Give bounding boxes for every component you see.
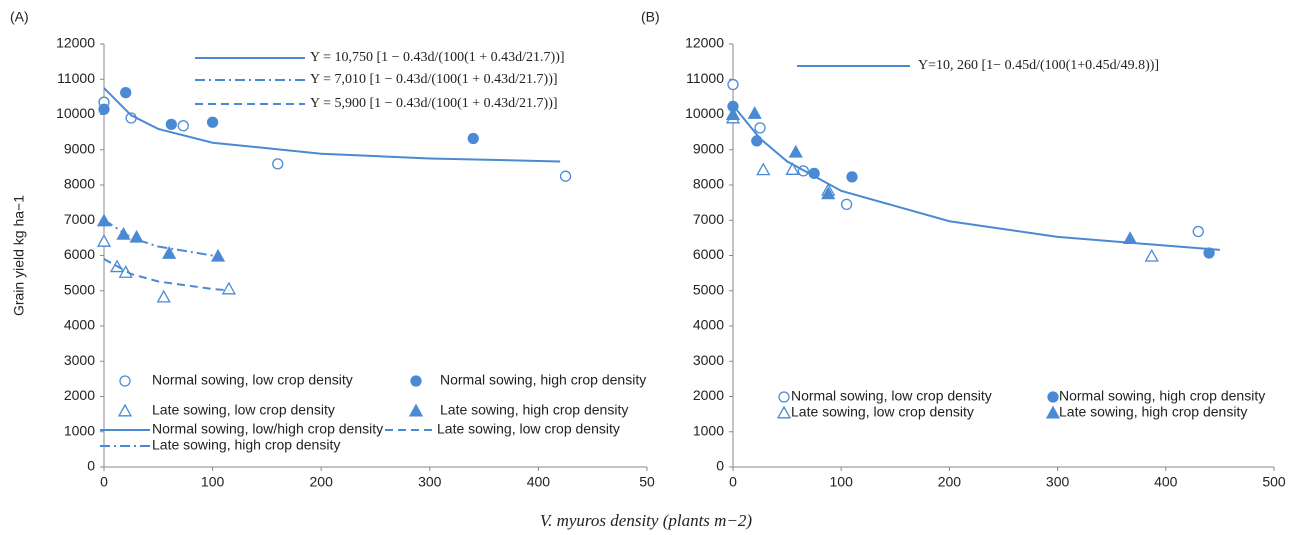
y-tick-label: 7000 xyxy=(693,211,724,227)
data-point xyxy=(206,116,219,128)
data-point xyxy=(725,107,741,120)
data-point xyxy=(1144,248,1159,262)
equation: Y = 5,900 [1 − 0.43d/(100(1 + 0.43d/21.7… xyxy=(310,96,558,111)
legend-marker xyxy=(410,375,422,387)
x-axis-label: V. myuros density (plants m−2) xyxy=(540,511,752,530)
legend-label: Late sowing, high crop density xyxy=(152,437,340,453)
legend-label: Normal sowing, high crop density xyxy=(1059,388,1265,404)
legend-marker xyxy=(119,375,131,387)
y-tick-label: 9000 xyxy=(64,140,95,156)
legend-label: Normal sowing, high crop density xyxy=(440,372,646,388)
y-tick-label: 4000 xyxy=(693,317,724,333)
y-tick-label: 10000 xyxy=(685,105,724,121)
data-point xyxy=(96,234,112,247)
equation: Y = 10,750 [1 − 0.43d/(100(1 + 0.43d/21.… xyxy=(310,50,565,65)
y-tick-label: 2000 xyxy=(693,387,724,403)
fit-curve xyxy=(103,87,561,163)
data-point xyxy=(177,120,189,132)
data-point xyxy=(467,132,479,145)
x-tick-label: 300 xyxy=(1046,474,1070,490)
legend-label: Late sowing, low crop density xyxy=(152,402,335,418)
data-point xyxy=(788,144,803,158)
x-tick-label: 0 xyxy=(100,474,108,490)
x-tick-label: 400 xyxy=(527,474,551,490)
y-tick-label: 9000 xyxy=(693,140,724,156)
y-tick-label: 7000 xyxy=(64,211,95,227)
x-tick-label: 300 xyxy=(418,474,442,490)
data-point xyxy=(221,281,236,295)
legend-marker xyxy=(117,403,133,417)
y-tick-label: 5000 xyxy=(693,281,724,297)
x-tick-label: 200 xyxy=(310,474,334,490)
y-tick-label: 6000 xyxy=(693,246,724,262)
panel-label: (A) xyxy=(10,9,29,25)
legend-marker xyxy=(776,405,792,419)
equation: Y = 7,010 [1 − 0.43d/(100(1 + 0.43d/21.7… xyxy=(310,72,558,87)
panel-label: (B) xyxy=(641,9,660,25)
fit-curve xyxy=(103,258,229,292)
data-point xyxy=(821,186,836,200)
y-tick-label: 0 xyxy=(87,458,95,474)
data-point xyxy=(754,122,766,134)
y-tick-label: 3000 xyxy=(693,352,724,368)
data-point xyxy=(162,246,177,259)
legend-label: Normal sowing, low crop density xyxy=(791,388,992,404)
y-tick-label: 5000 xyxy=(64,281,95,297)
y-tick-label: 12000 xyxy=(56,35,95,51)
legend-label: Normal sowing, low crop density xyxy=(152,372,353,388)
legend-label: Late sowing, high crop density xyxy=(1059,404,1247,420)
data-point xyxy=(165,118,177,131)
legend-label: Late sowing, low crop density xyxy=(791,404,974,420)
legend-marker xyxy=(1045,405,1061,419)
legend-label: Normal sowing, low/high crop density xyxy=(152,421,383,437)
y-tick-label: 12000 xyxy=(685,35,724,51)
data-point xyxy=(840,198,853,211)
data-point xyxy=(156,289,171,303)
legend-label: Late sowing, low crop density xyxy=(437,421,620,437)
data-point xyxy=(747,106,762,119)
data-point xyxy=(756,162,771,176)
data-point xyxy=(846,171,858,183)
data-point xyxy=(120,86,132,99)
x-tick-label: 100 xyxy=(830,474,854,490)
y-tick-label: 1000 xyxy=(693,422,724,438)
data-point xyxy=(785,162,800,175)
y-tick-label: 3000 xyxy=(64,352,95,368)
y-tick-label: 11000 xyxy=(686,70,724,86)
y-tick-label: 6000 xyxy=(64,246,95,262)
y-tick-label: 4000 xyxy=(64,317,95,333)
y-tick-label: 8000 xyxy=(64,176,95,192)
x-tick-label: 400 xyxy=(1154,474,1178,490)
y-tick-label: 10000 xyxy=(56,105,95,121)
x-tick-label: 100 xyxy=(201,474,225,490)
y-tick-label: 11000 xyxy=(57,70,95,86)
data-point xyxy=(98,103,110,115)
equation: Y=10, 260 [1− 0.45d/(100(1+0.45d/49.8))] xyxy=(918,58,1159,73)
x-tick-label: 200 xyxy=(938,474,962,490)
fit-curve xyxy=(103,219,219,258)
legend-marker xyxy=(1047,391,1059,403)
data-point xyxy=(272,158,284,170)
x-tick-label: 0 xyxy=(729,474,737,490)
x-tick-label: 50 xyxy=(639,474,655,490)
legend-marker xyxy=(408,403,424,417)
data-point xyxy=(559,170,572,182)
y-tick-label: 2000 xyxy=(64,387,95,403)
y-tick-label: 0 xyxy=(716,458,724,474)
legend-label: Late sowing, high crop density xyxy=(440,402,628,418)
y-axis-label: Grain yield kg ha−1 xyxy=(11,195,27,316)
fit-curve xyxy=(732,104,1220,251)
data-point xyxy=(1192,225,1204,238)
y-tick-label: 8000 xyxy=(693,176,724,192)
y-tick-label: 1000 xyxy=(64,422,95,438)
data-point xyxy=(727,78,739,91)
legend-marker xyxy=(778,391,790,403)
x-tick-label: 500 xyxy=(1262,474,1286,490)
